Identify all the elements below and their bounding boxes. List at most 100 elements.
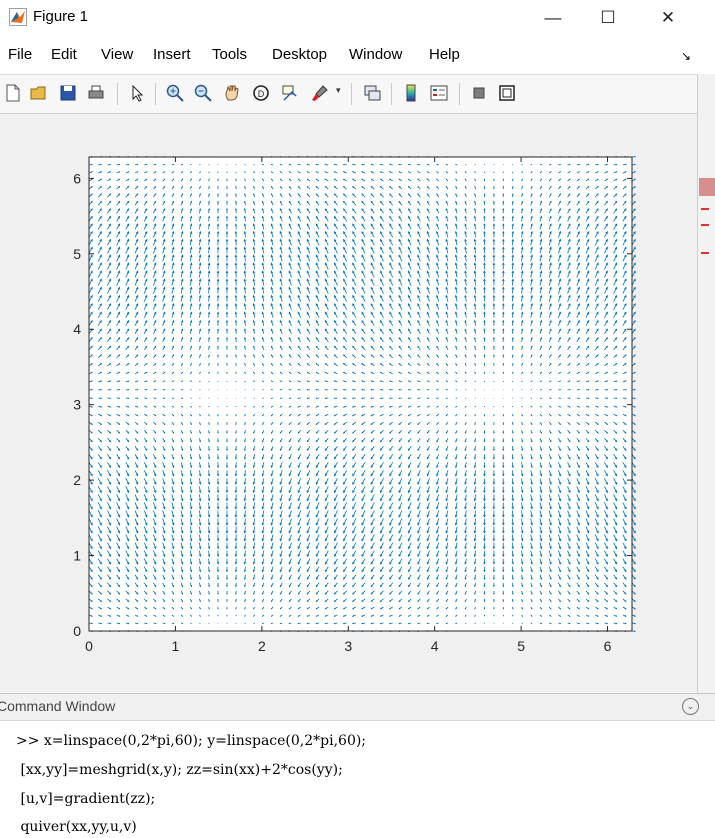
rotate-3d-icon[interactable]: D <box>251 83 271 103</box>
maximize-button[interactable]: ☐ <box>585 0 631 36</box>
brush-dropdown-icon[interactable]: ▾ <box>336 85 341 95</box>
quiver-arrowhead <box>108 522 111 526</box>
menu-view[interactable]: View <box>101 46 134 63</box>
quiver-arrowhead <box>279 362 282 365</box>
quiver-arrowhead <box>163 592 166 595</box>
show-plot-tools-icon[interactable] <box>497 83 517 103</box>
quiver-arrowhead <box>297 303 301 307</box>
quiver-arrowhead <box>549 585 552 588</box>
quiver-arrowhead <box>474 600 476 603</box>
quiver-arrowhead <box>315 514 319 518</box>
quiver-arrow <box>389 295 394 302</box>
quiver-arrowhead <box>127 397 130 400</box>
menu-insert[interactable]: Insert <box>153 46 191 63</box>
quiver-arrowhead <box>91 388 94 391</box>
quiver-arrowhead <box>605 592 609 595</box>
quiver-arrowhead <box>492 569 495 573</box>
quiver-arrowhead <box>577 457 580 460</box>
data-cursor-icon[interactable] <box>280 83 300 103</box>
quiver-arrow <box>585 534 590 541</box>
quiver-arrowhead <box>389 592 392 595</box>
quiver-arrowhead <box>624 546 627 550</box>
quiver-arrowhead <box>306 592 309 595</box>
quiver-arrowhead <box>252 585 255 588</box>
quiver-arrowhead <box>408 294 411 298</box>
dock-arrow-icon[interactable]: ↘ <box>681 49 692 63</box>
quiver-arrowhead <box>624 569 627 573</box>
hide-plot-tools-icon[interactable] <box>469 83 489 103</box>
quiver-arrow <box>585 295 590 302</box>
quiver-arrowhead <box>361 294 364 298</box>
link-plot-icon[interactable] <box>362 83 382 103</box>
quiver-arrowhead <box>261 482 265 485</box>
quiver-arrowhead <box>315 363 318 365</box>
quiver-arrowhead <box>473 538 477 542</box>
quiver-arrowhead <box>252 498 256 502</box>
quiver-arrowhead <box>624 514 627 518</box>
quiver-arrowhead <box>108 561 111 565</box>
quiver-arrowhead <box>154 600 157 603</box>
quiver-arrowhead <box>343 530 346 534</box>
quiver-arrow <box>511 558 514 565</box>
menu-edit[interactable]: Edit <box>51 46 77 63</box>
quiver-arrowhead <box>615 622 618 625</box>
menu-window[interactable]: Window <box>349 46 403 63</box>
pan-icon[interactable] <box>222 83 242 103</box>
quiver-arrowhead <box>464 554 467 558</box>
quiver-arrowhead <box>558 448 561 452</box>
quiver-arrowhead <box>426 311 430 315</box>
menu-help[interactable]: Help <box>429 46 460 63</box>
quiver-arrowhead <box>511 440 514 443</box>
quiver-arrowhead <box>596 465 599 469</box>
quiver-arrowhead <box>306 498 310 502</box>
quiver-arrow <box>352 311 357 318</box>
title-bar[interactable]: Figure 1 — ☐ ✕ <box>0 0 715 36</box>
zoom-in-icon[interactable] <box>165 83 185 103</box>
quiver-arrow <box>426 550 430 557</box>
quiver-arrow <box>253 566 256 572</box>
colorbar-icon[interactable] <box>401 83 421 103</box>
close-button[interactable]: ✕ <box>645 0 691 36</box>
quiver-arrow <box>631 303 636 310</box>
quiver-arrowhead <box>379 577 383 580</box>
quiver-arrow <box>270 462 274 468</box>
menu-desktop[interactable]: Desktop <box>272 46 328 63</box>
quiver-arrowhead <box>306 311 310 315</box>
brush-icon[interactable] <box>310 83 330 103</box>
quiver-arrow <box>107 454 111 460</box>
quiver-arrowhead <box>324 473 328 477</box>
quiver-arrow <box>88 502 93 510</box>
menu-file[interactable]: File <box>8 46 33 63</box>
save-icon[interactable] <box>58 83 78 103</box>
quiver-arrowhead <box>370 600 373 603</box>
quiver-arrow <box>417 550 421 557</box>
quiver-arrow <box>253 320 256 326</box>
open-file-icon[interactable] <box>29 83 49 103</box>
quiver-arrowhead <box>261 473 264 477</box>
quiver-arrow <box>97 478 102 485</box>
quiver-arrow <box>143 534 148 541</box>
quiver-arrowhead <box>623 561 627 565</box>
quiver-arrowhead <box>154 607 157 610</box>
menu-tools[interactable]: Tools <box>212 46 248 63</box>
new-figure-icon[interactable] <box>3 83 23 103</box>
print-icon[interactable] <box>86 83 106 103</box>
quiver-arrowhead <box>474 362 476 365</box>
quiver-arrow <box>143 312 148 318</box>
zoom-out-icon[interactable] <box>193 83 213 103</box>
quiver-arrowhead <box>297 498 301 502</box>
minimize-button[interactable]: — <box>530 0 576 36</box>
legend-icon[interactable] <box>429 83 449 103</box>
quiver-arrowhead <box>426 561 430 565</box>
quiver-arrowhead <box>342 592 346 595</box>
quiver-arrowhead <box>606 423 609 425</box>
quiver-arrowhead <box>243 506 247 510</box>
quiver-arrowhead <box>216 522 220 526</box>
quiver-arrow <box>343 295 348 302</box>
pointer-icon[interactable] <box>128 83 148 103</box>
quiver-arrowhead <box>558 577 561 580</box>
quiver-arrowhead <box>407 607 410 610</box>
quiver-arrowhead <box>370 622 373 625</box>
quiver-arrowhead <box>417 328 420 331</box>
